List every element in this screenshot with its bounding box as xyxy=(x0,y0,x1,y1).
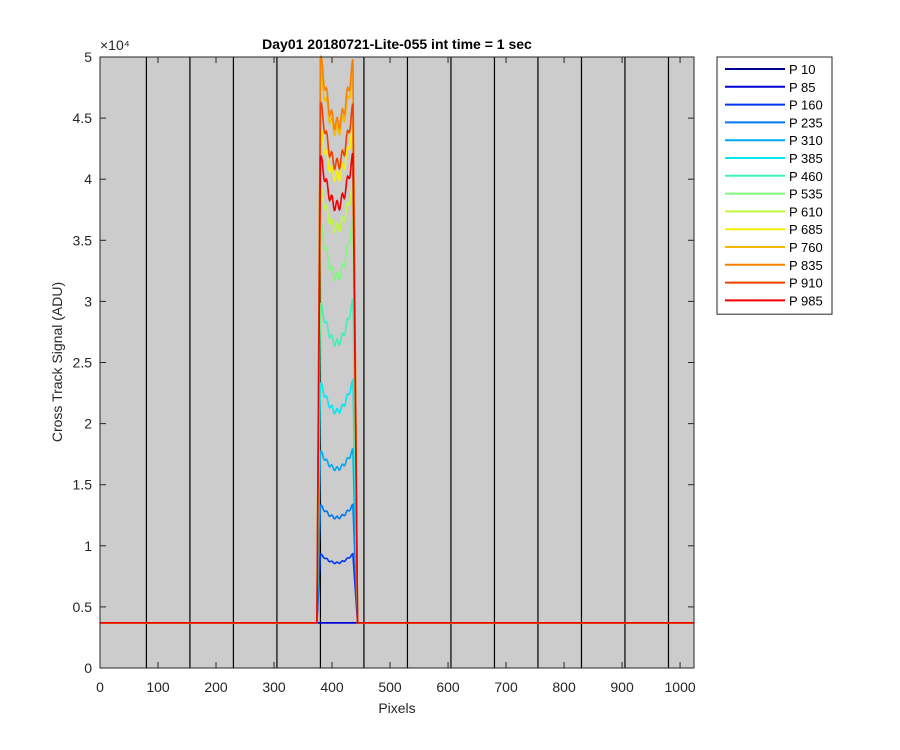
y-tick-label: 2 xyxy=(84,416,92,432)
legend-entry: P 835 xyxy=(789,258,823,273)
y-exponent-label: ×10⁴ xyxy=(100,37,130,53)
x-tick-label: 300 xyxy=(262,679,286,695)
y-tick-label: 5 xyxy=(84,49,92,65)
legend-entry: P 985 xyxy=(789,293,823,308)
x-tick-label: 200 xyxy=(204,679,228,695)
legend-entry: P 610 xyxy=(789,204,823,219)
series-line xyxy=(100,152,694,624)
legend-entry: P 235 xyxy=(789,115,823,130)
y-tick-label: 4 xyxy=(84,171,92,187)
x-tick-label: 0 xyxy=(96,679,104,695)
y-tick-label: 1 xyxy=(84,538,92,554)
y-tick-label: 1.5 xyxy=(73,477,93,493)
y-tick-label: 3 xyxy=(84,293,92,309)
legend-entry: P 85 xyxy=(789,80,816,95)
legend-entry: P 760 xyxy=(789,240,823,255)
x-tick-label: 700 xyxy=(494,679,518,695)
x-axis-label: Pixels xyxy=(378,700,415,716)
x-tick-label: 1000 xyxy=(665,679,696,695)
series-lines xyxy=(100,54,694,624)
x-tick-label: 100 xyxy=(146,679,170,695)
x-tick-label: 400 xyxy=(320,679,344,695)
chart-title: Day01 20180721-Lite-055 int time = 1 sec xyxy=(262,36,532,52)
y-axis-label: Cross Track Signal (ADU) xyxy=(49,282,65,442)
y-tick-label: 3.5 xyxy=(73,232,93,248)
y-tick-label: 0 xyxy=(84,660,92,676)
x-axis: 0 100 200 300 400 500 600 700 800 900 1000 xyxy=(96,57,696,695)
legend-entry: P 160 xyxy=(789,98,823,113)
plot-area xyxy=(100,57,694,668)
y-tick-label: 0.5 xyxy=(73,599,93,615)
legend-entry: P 310 xyxy=(789,133,823,148)
y-tick-label: 4.5 xyxy=(73,110,93,126)
legend-entry: P 10 xyxy=(789,62,816,77)
legend-entry: P 385 xyxy=(789,151,823,166)
legend-box xyxy=(716,56,833,315)
legend-entry: P 910 xyxy=(789,276,823,291)
x-tick-label: 800 xyxy=(552,679,576,695)
legend: P 10 P 85 P 160 P 235 P 310 P 385 P 460 P 535 P … xyxy=(716,56,833,315)
x-tick-label: 600 xyxy=(436,679,460,695)
y-axis: 0 0.5 1 1.5 2 2.5 3 3.5 4 4.5 5 xyxy=(73,49,694,676)
x-tick-label: 500 xyxy=(378,679,402,695)
y-tick-label: 2.5 xyxy=(73,355,93,371)
legend-entry: P 460 xyxy=(789,169,823,184)
legend-entry: P 535 xyxy=(789,187,823,202)
legend-entry: P 685 xyxy=(789,222,823,237)
x-tick-label: 900 xyxy=(610,679,634,695)
